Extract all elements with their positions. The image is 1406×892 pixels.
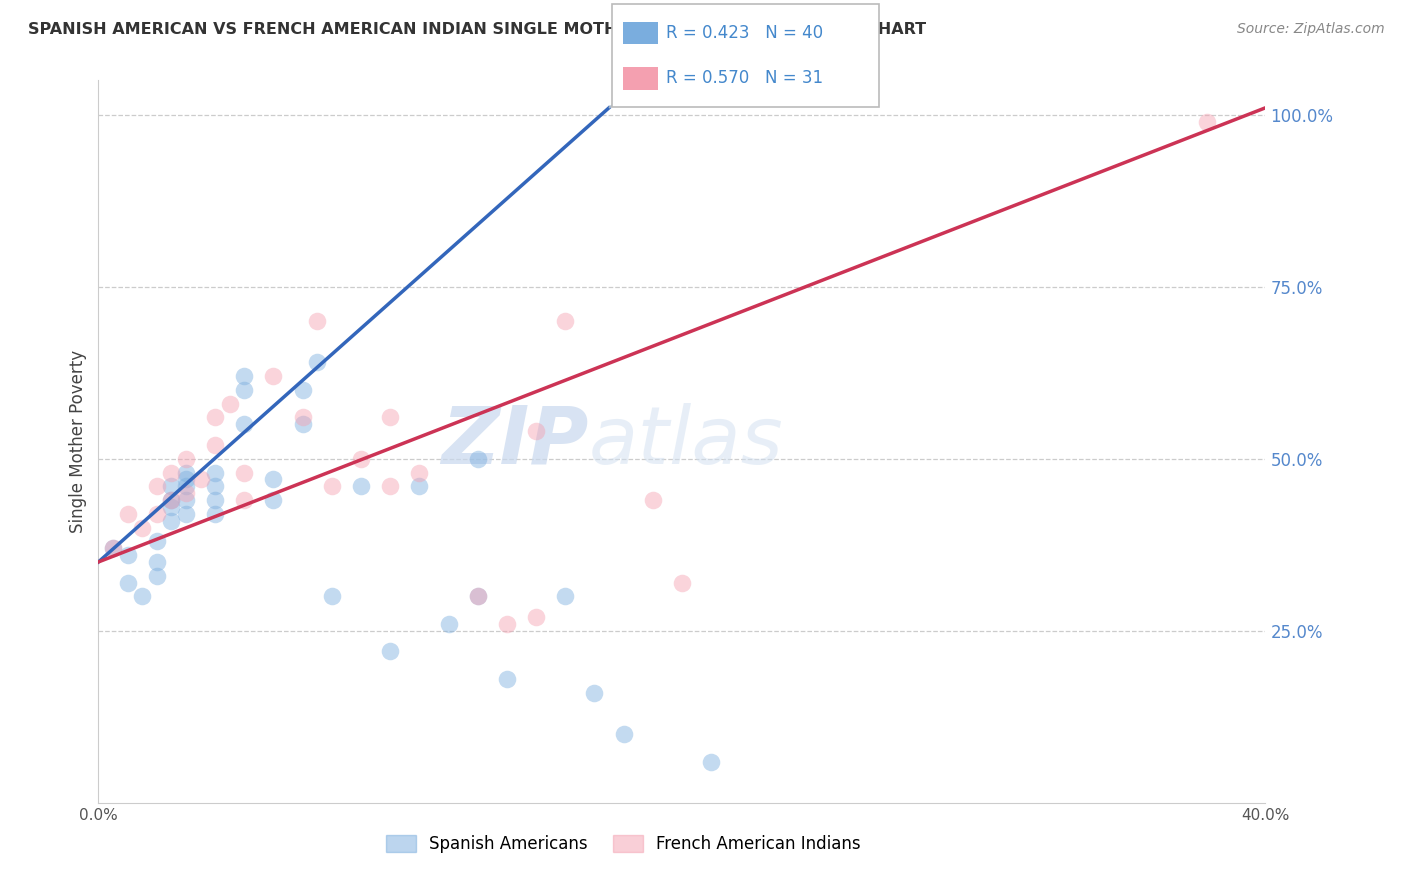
Point	[204, 507, 226, 521]
Point	[291, 417, 314, 432]
Text: Source: ZipAtlas.com: Source: ZipAtlas.com	[1237, 22, 1385, 37]
Point	[380, 479, 402, 493]
Point	[117, 548, 139, 562]
Point	[467, 590, 489, 604]
Point	[218, 397, 240, 411]
Point	[262, 493, 284, 508]
Point	[233, 493, 256, 508]
Point	[233, 417, 256, 432]
Point	[204, 479, 226, 493]
Point	[160, 500, 183, 514]
Point	[101, 541, 124, 556]
Point	[350, 479, 373, 493]
Point	[262, 369, 284, 384]
Point	[554, 590, 576, 604]
Point	[204, 410, 226, 425]
Point	[174, 493, 197, 508]
Point	[291, 383, 314, 397]
Point	[131, 520, 153, 534]
Point	[117, 507, 139, 521]
Point	[174, 507, 197, 521]
Point	[160, 493, 183, 508]
Point	[307, 314, 329, 328]
Point	[408, 479, 430, 493]
Text: ZIP: ZIP	[441, 402, 589, 481]
Point	[174, 486, 197, 500]
Point	[524, 424, 547, 438]
Y-axis label: Single Mother Poverty: Single Mother Poverty	[69, 350, 87, 533]
Point	[321, 479, 343, 493]
Point	[233, 466, 256, 480]
Point	[146, 507, 169, 521]
Point	[174, 466, 197, 480]
Point	[160, 514, 183, 528]
Point	[291, 410, 314, 425]
Point	[204, 466, 226, 480]
Legend: Spanish Americans, French American Indians: Spanish Americans, French American India…	[380, 828, 868, 860]
Point	[190, 472, 212, 486]
Point	[233, 369, 256, 384]
Point	[612, 727, 634, 741]
Point	[174, 479, 197, 493]
Point	[321, 590, 343, 604]
Point	[160, 479, 183, 493]
Point	[496, 672, 519, 686]
Point	[380, 410, 402, 425]
Point	[146, 568, 169, 582]
Point	[160, 466, 183, 480]
Point	[204, 493, 226, 508]
Point	[467, 590, 489, 604]
Point	[204, 438, 226, 452]
Point	[350, 451, 373, 466]
Text: SPANISH AMERICAN VS FRENCH AMERICAN INDIAN SINGLE MOTHER POVERTY CORRELATION CHA: SPANISH AMERICAN VS FRENCH AMERICAN INDI…	[28, 22, 927, 37]
Point	[131, 590, 153, 604]
Point	[307, 355, 329, 369]
Point	[437, 616, 460, 631]
Point	[146, 555, 169, 569]
Point	[174, 451, 197, 466]
Point	[117, 575, 139, 590]
Point	[380, 644, 402, 658]
Point	[101, 541, 124, 556]
Point	[174, 472, 197, 486]
Point	[146, 534, 169, 549]
Point	[524, 610, 547, 624]
Point	[1195, 114, 1218, 128]
Point	[146, 479, 169, 493]
Point	[671, 575, 693, 590]
Point	[160, 493, 183, 508]
Point	[262, 472, 284, 486]
Point	[641, 493, 664, 508]
Point	[554, 314, 576, 328]
Point	[467, 451, 489, 466]
Point	[700, 755, 723, 769]
Text: R = 0.423   N = 40: R = 0.423 N = 40	[666, 24, 824, 42]
Text: R = 0.570   N = 31: R = 0.570 N = 31	[666, 70, 824, 87]
Text: atlas: atlas	[589, 402, 783, 481]
Point	[496, 616, 519, 631]
Point	[583, 686, 606, 700]
Point	[408, 466, 430, 480]
Point	[233, 383, 256, 397]
